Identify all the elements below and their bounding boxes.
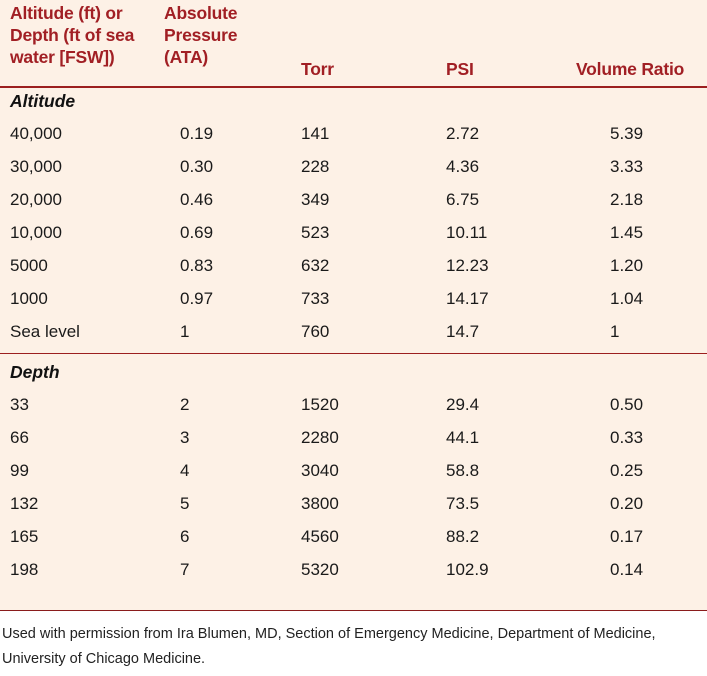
table-cell: 0.83 xyxy=(180,256,214,275)
table-header: Altitude (ft) or Depth (ft of sea water … xyxy=(0,0,707,88)
table-cell: 1000 xyxy=(10,289,48,308)
table-cell: 2280 xyxy=(301,428,339,447)
table-cell: 0.46 xyxy=(180,190,214,209)
table-cell: 2.18 xyxy=(610,190,644,209)
table-row: Sea level 1 760 14.7 1 xyxy=(0,316,707,349)
table-cell: 4.36 xyxy=(446,157,480,176)
table-cell: 0.50 xyxy=(610,395,644,414)
pressure-table: Altitude (ft) or Depth (ft of sea water … xyxy=(0,0,707,611)
table-cell: 760 xyxy=(301,322,330,341)
table-cell: 73.5 xyxy=(446,494,480,513)
table-cell: 3.33 xyxy=(610,157,644,176)
table-cell: 2.72 xyxy=(446,124,480,143)
table-row: 132 5 3800 73.5 0.20 xyxy=(0,488,707,521)
table-row: 1000 0.97 733 14.17 1.04 xyxy=(0,283,707,316)
table-cell: 0.17 xyxy=(610,527,644,546)
table-cell: 2 xyxy=(180,395,190,414)
table-cell: 4 xyxy=(180,461,190,480)
table-cell: 12.23 xyxy=(446,256,489,275)
header-volume-ratio: Volume Ratio xyxy=(576,59,685,79)
table-row: 198 7 5320 102.9 0.14 xyxy=(0,554,707,587)
table-cell: 523 xyxy=(301,223,330,242)
table-cell: 1.20 xyxy=(610,256,644,275)
table-cell: 3 xyxy=(180,428,190,447)
table-cell: 102.9 xyxy=(446,560,489,579)
table-cell: 0.33 xyxy=(610,428,644,447)
section-title: Depth xyxy=(10,362,60,382)
table-row: 10,000 0.69 523 10.11 1.45 xyxy=(0,217,707,250)
table-cell: 29.4 xyxy=(446,395,480,414)
table-row: 66 3 2280 44.1 0.33 xyxy=(0,422,707,455)
table-cell: 0.14 xyxy=(610,560,644,579)
table-cell: 30,000 xyxy=(10,157,62,176)
table-row: 165 6 4560 88.2 0.17 xyxy=(0,521,707,554)
table-cell: 733 xyxy=(301,289,330,308)
table-cell: 1520 xyxy=(301,395,339,414)
table-cell: 0.19 xyxy=(180,124,214,143)
table-row: 99 4 3040 58.8 0.25 xyxy=(0,455,707,488)
table-cell: 1.45 xyxy=(610,223,644,242)
table-cell: 88.2 xyxy=(446,527,480,546)
table-row: 30,000 0.30 228 4.36 3.33 xyxy=(0,151,707,184)
table-cell: 7 xyxy=(180,560,190,579)
table-cell: 5320 xyxy=(301,560,339,579)
table-cell: 198 xyxy=(10,560,39,579)
table-cell: 66 xyxy=(10,428,29,447)
table-cell: 1.04 xyxy=(610,289,644,308)
table-cell: Sea level xyxy=(10,322,80,341)
table-cell: 0.30 xyxy=(180,157,214,176)
table-cell: 0.97 xyxy=(180,289,214,308)
table-cell: 6.75 xyxy=(446,190,480,209)
table-cell: 165 xyxy=(10,527,39,546)
table-cell: 40,000 xyxy=(10,124,62,143)
table-cell: 14.17 xyxy=(446,289,489,308)
table-cell: 58.8 xyxy=(446,461,480,480)
table-row: 5000 0.83 632 12.23 1.20 xyxy=(0,250,707,283)
table-cell: 6 xyxy=(180,527,190,546)
table-cell: 0.25 xyxy=(610,461,644,480)
table-cell: 44.1 xyxy=(446,428,480,447)
table-cell: 14.7 xyxy=(446,322,480,341)
table-cell: 5000 xyxy=(10,256,48,275)
table-cell: 228 xyxy=(301,157,330,176)
header-altitude-depth: Altitude (ft) or Depth (ft of sea water … xyxy=(10,3,135,67)
header-torr: Torr xyxy=(301,59,334,79)
table-cell: 349 xyxy=(301,190,330,209)
table-cell: 132 xyxy=(10,494,39,513)
table-cell: 5 xyxy=(180,494,190,513)
table-cell: 0.20 xyxy=(610,494,644,513)
section-divider xyxy=(0,353,707,354)
table-cell: 20,000 xyxy=(10,190,62,209)
table-cell: 10.11 xyxy=(446,223,488,242)
table-cell: 5.39 xyxy=(610,124,644,143)
table-cell: 0.69 xyxy=(180,223,214,242)
header-psi: PSI xyxy=(446,59,474,79)
table-cell: 99 xyxy=(10,461,29,480)
table-row: 40,000 0.19 141 2.72 5.39 xyxy=(0,118,707,151)
header-absolute-pressure: Absolute Pressure (ATA) xyxy=(164,3,238,67)
table-cell: 632 xyxy=(301,256,330,275)
table-cell: 33 xyxy=(10,395,29,414)
table-cell: 141 xyxy=(301,124,330,143)
table-cell: 4560 xyxy=(301,527,339,546)
table-row: 33 2 1520 29.4 0.50 xyxy=(0,389,707,422)
footnote: Used with permission from Ira Blumen, MD… xyxy=(2,626,656,667)
table-cell: 3040 xyxy=(301,461,339,480)
table-cell: 10,000 xyxy=(10,223,62,242)
section-title: Altitude xyxy=(10,91,76,111)
table-row: 20,000 0.46 349 6.75 2.18 xyxy=(0,184,707,217)
table-cell: 1 xyxy=(180,322,190,341)
table-cell: 3800 xyxy=(301,494,339,513)
table-cell: 1 xyxy=(610,322,620,341)
